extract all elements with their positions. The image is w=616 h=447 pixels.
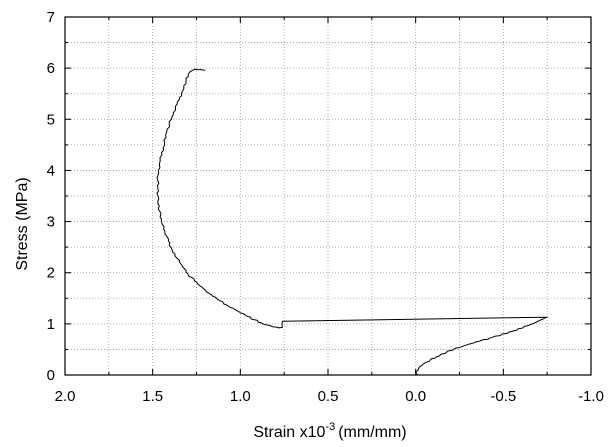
series-layer [156,68,548,376]
plot-frame [64,16,592,376]
x-tick-label: 0.5 [318,388,339,405]
y-tick-label: 2 [47,265,55,282]
x-axis-title-exponent: -3 [325,421,335,433]
y-tick-label: 1 [47,316,55,333]
x-tick-label: -1.0 [578,388,604,405]
x-axis-title-units: (mm/mm) [338,424,406,441]
x-tick-label: 1.5 [142,388,163,405]
y-axis-title: Stress (MPa) [14,177,31,270]
y-tick-label: 4 [47,162,55,179]
series-line [156,68,548,376]
x-axis-title-base: Strain x10 [253,424,325,441]
y-tick-label: 5 [47,111,55,128]
y-tick-label: 3 [47,214,55,231]
x-tick-label: 0.0 [405,388,426,405]
x-tick-label: -0.5 [490,388,516,405]
y-tick-label: 6 [47,60,55,77]
y-tick-label: 7 [47,9,55,26]
x-axis-title: Strain x10-3 (mm/mm) [253,421,406,441]
x-tick-label: 1.0 [230,388,251,405]
y-tick-label: 0 [47,367,55,384]
x-tick-label: 2.0 [55,388,76,405]
tick-labels: 2.0 1.5 1.0 0.5 0.0 -0.5 -1.0 0 1 2 3 4 5 6 7 [47,9,604,405]
grid-lines [65,17,591,375]
